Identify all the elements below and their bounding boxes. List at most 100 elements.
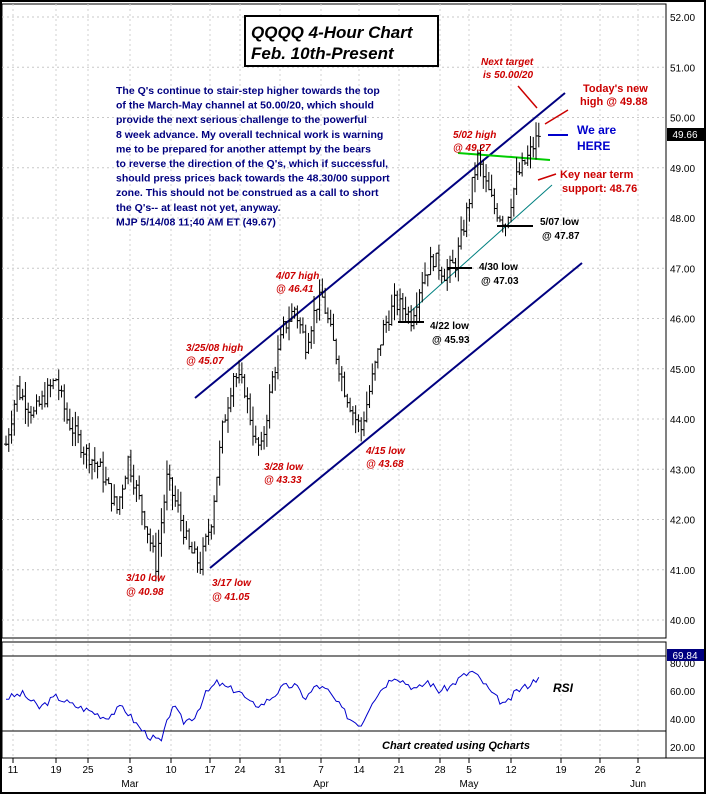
x-tick-label: 14 <box>353 765 365 776</box>
price-bars <box>4 122 541 582</box>
may07-low-line2: @ 47.87 <box>542 231 580 242</box>
x-tick-label: 12 <box>505 765 517 776</box>
channel-lower-line <box>209 262 583 569</box>
apr22-low-line1: 4/22 low <box>430 321 469 332</box>
mar17-low-line2: @ 41.05 <box>212 592 250 603</box>
x-tick-label: 11 <box>8 765 19 776</box>
mar10-low-line1: 3/10 low <box>126 573 166 584</box>
commentary-line: should press prices back towards the 48.… <box>116 173 390 185</box>
x-tick-label: 3 <box>127 765 133 776</box>
x-tick-label: 25 <box>82 765 94 776</box>
rsi-tick-label: 40.00 <box>670 715 695 726</box>
month-label: Jun <box>630 779 646 790</box>
chart-subtitle: Feb. 10th-Present <box>251 44 395 63</box>
apr07-high-line1: 4/07 high <box>275 271 319 282</box>
support-trendline <box>409 184 553 313</box>
next-target-line2: is 50.00/20 <box>483 70 533 81</box>
title-box <box>244 15 439 67</box>
last-price-label: 49.66 <box>672 130 697 141</box>
rsi-tick-label: 60.00 <box>670 687 695 698</box>
price-tick-label: 43.00 <box>670 465 695 476</box>
month-label: May <box>460 779 479 790</box>
x-tick-label: 10 <box>165 765 177 776</box>
rsi-label: RSI <box>553 681 574 695</box>
apr15-low-line1: 4/15 low <box>365 446 406 457</box>
commentary-line: to reverse the direction of the Q's, whi… <box>116 158 388 170</box>
x-tick-label: 2 <box>635 765 641 776</box>
price-tick-label: 52.00 <box>670 13 695 24</box>
may02-high-line1: 5/02 high <box>453 130 496 141</box>
commentary-line: MJP 5/14/08 11;40 AM ET (49.67) <box>116 216 276 228</box>
x-axis-ticks: 11 19 25 3 Mar 10 17 24 31 7 Apr 14 21 28 5 May 12 19 26 2 J… <box>8 758 646 790</box>
price-tick-label: 41.00 <box>670 566 695 577</box>
resistance-line <box>457 152 551 161</box>
price-panel-border <box>1 3 667 639</box>
apr07-high-line2: @ 46.41 <box>276 284 314 295</box>
rsi-y-axis: 80.00 60.00 40.00 20.00 <box>670 659 695 754</box>
we-are-here-line2: HERE <box>577 139 610 153</box>
may02-high-line2: @ 49.27 <box>453 143 491 154</box>
next-target-arrow <box>517 85 538 109</box>
price-bar <box>536 122 541 148</box>
todays-high-line2: high @ 49.88 <box>580 96 648 108</box>
price-tick-label: 44.00 <box>670 415 695 426</box>
price-tick-label: 46.00 <box>670 315 695 326</box>
may07-low-line1: 5/07 low <box>540 217 579 228</box>
todays-high-line1: Today's new <box>583 83 648 95</box>
price-tick-label: 49.00 <box>670 164 695 175</box>
price-tick-label: 48.00 <box>670 214 695 225</box>
last-price-flag <box>667 128 704 141</box>
key-support-line2: support: 48.76 <box>562 183 637 195</box>
x-tick-label: 28 <box>434 765 446 776</box>
mar10-low-line2: @ 40.98 <box>126 587 164 598</box>
commentary-line: The Q's continue to stair-step higher to… <box>116 85 380 97</box>
month-label: Apr <box>313 779 329 790</box>
mar17-low-line1: 3/17 low <box>212 578 252 589</box>
price-tick-label: 47.00 <box>670 264 695 275</box>
apr15-low-line2: @ 43.68 <box>366 459 404 470</box>
x-tick-label: 24 <box>234 765 246 776</box>
commentary-line: provide the next serious challenge to th… <box>116 114 367 126</box>
price-tick-label: 45.00 <box>670 365 695 376</box>
price-tick-label: 40.00 <box>670 616 695 627</box>
key-support-arrow <box>537 173 557 181</box>
x-tick-label: 31 <box>274 765 286 776</box>
commentary-line: the Q's-- at least not yet, anyway. <box>116 202 281 214</box>
apr30-low-line1: 4/30 low <box>479 262 518 273</box>
commentary-line: of the March-May channel at 50.00/20, wh… <box>116 100 374 112</box>
key-support-line1: Key near term <box>560 169 634 181</box>
price-y-axis: 52.00 51.00 50.00 49.00 48.00 47.00 46.00 45.00… <box>670 13 695 627</box>
chart-title: QQQQ 4-Hour Chart <box>251 23 414 42</box>
todays-high-arrow <box>544 109 569 125</box>
mar25-high-line2: @ 45.07 <box>186 356 224 367</box>
channel-upper-line <box>194 92 566 399</box>
month-label: Mar <box>121 779 139 790</box>
mar28-low-line2: @ 43.33 <box>264 475 302 486</box>
x-tick-label: 17 <box>204 765 216 776</box>
rsi-line <box>5 670 540 742</box>
commentary-line: me to be prepared for another attempt by… <box>116 143 371 155</box>
commentary-line: zone. This should not be construed as a … <box>116 187 379 199</box>
rsi-value-flag <box>667 649 704 661</box>
commentary-line: 8 week advance. My overall technical wor… <box>116 129 383 141</box>
apr30-low-line2: @ 47.03 <box>481 276 519 287</box>
x-tick-label: 7 <box>318 765 324 776</box>
price-tick-label: 42.00 <box>670 516 695 527</box>
price-tick-label: 51.00 <box>670 63 695 74</box>
x-tick-label: 26 <box>594 765 606 776</box>
we-are-here-line1: We are <box>577 123 616 137</box>
rsi-tick-label: 20.00 <box>670 743 695 754</box>
commentary-block: The Q's continue to stair-step higher to… <box>116 85 390 228</box>
rsi-tick-label: 80.00 <box>670 659 695 670</box>
apr22-low-line2: @ 45.93 <box>432 335 470 346</box>
mar28-low-line1: 3/28 low <box>264 462 304 473</box>
mar25-high-line1: 3/25/08 high <box>186 343 243 354</box>
price-tick-label: 50.00 <box>670 114 695 125</box>
footer-note: Chart created using Qcharts <box>382 740 530 752</box>
next-target-line1: Next target <box>481 57 534 68</box>
x-tick-label: 19 <box>50 765 62 776</box>
x-tick-label: 5 <box>466 765 472 776</box>
x-tick-label: 21 <box>393 765 405 776</box>
